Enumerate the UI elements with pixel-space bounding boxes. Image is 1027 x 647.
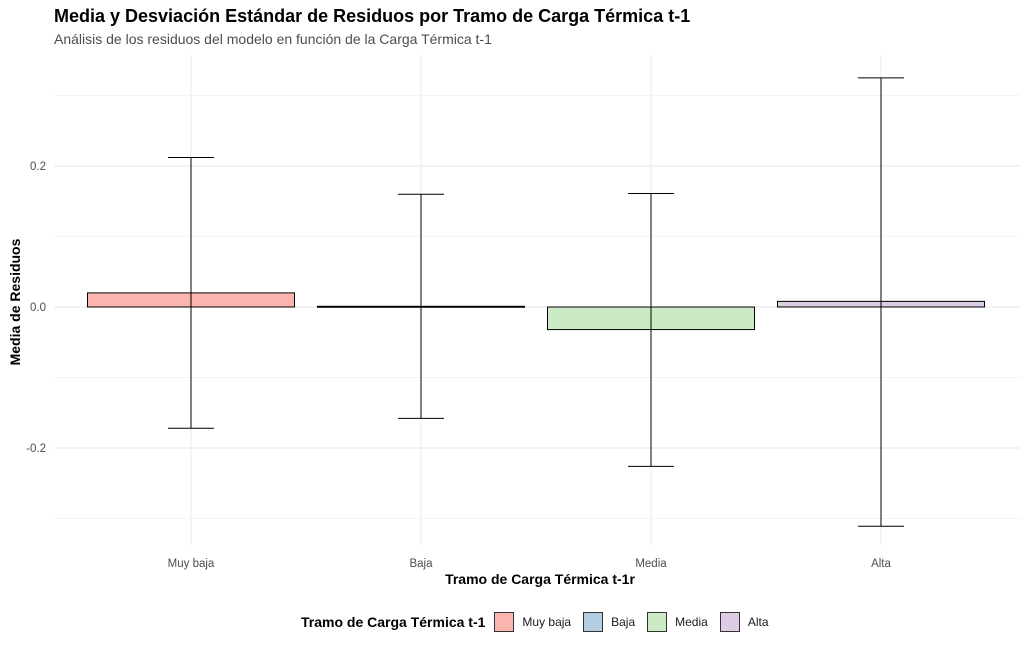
legend-item-muy-baja: Muy baja — [494, 612, 571, 632]
legend-title: Tramo de Carga Térmica t-1 — [301, 614, 486, 630]
legend-label: Alta — [747, 615, 769, 629]
legend-swatch — [719, 612, 740, 632]
error-bars — [168, 77, 904, 527]
x-tick-label: Media — [635, 558, 667, 570]
legend-item-alta: Alta — [719, 612, 769, 632]
legend-swatch — [494, 612, 515, 632]
x-tick-label: Baja — [409, 558, 433, 570]
x-axis-title: Tramo de Carga Térmica t-1r — [445, 571, 635, 587]
legend-label: Media — [675, 615, 708, 629]
x-tick-label: Alta — [871, 558, 891, 570]
chart-subtitle: Análisis de los residuos del modelo en f… — [54, 31, 492, 47]
x-tick-label: Muy baja — [168, 558, 215, 570]
legend-item-media: Media — [647, 612, 708, 632]
legend-label: Baja — [611, 615, 636, 629]
y-tick-labels: -0.2 0.0 0.2 — [26, 161, 46, 455]
y-tick-label: 0.0 — [30, 302, 46, 314]
chart-title: Media y Desviación Estándar de Residuos … — [54, 6, 691, 26]
legend-label: Muy baja — [522, 615, 572, 629]
legend-swatch — [583, 612, 604, 632]
y-axis-title: Media de Residuos — [7, 238, 23, 365]
legend-item-baja: Baja — [583, 612, 635, 632]
x-tick-labels: Muy baja Baja Media Alta — [168, 558, 892, 570]
legend: Tramo de Carga Térmica t-1 Muy baja Baja… — [301, 609, 781, 635]
y-tick-label: 0.2 — [30, 161, 46, 173]
legend-swatch — [647, 612, 668, 632]
bars — [87, 292, 985, 331]
y-tick-label: -0.2 — [26, 443, 46, 455]
